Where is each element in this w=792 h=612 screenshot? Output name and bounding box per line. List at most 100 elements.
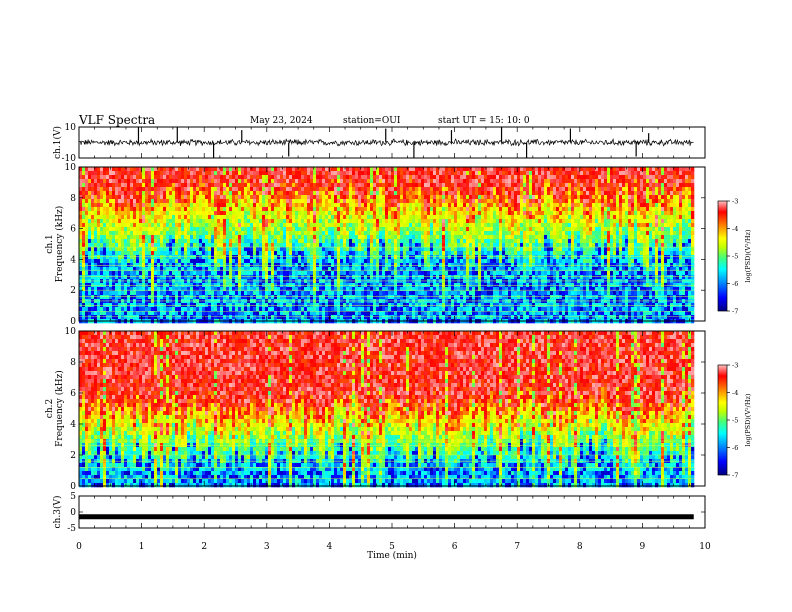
ch1-spectrogram-cell [199, 315, 203, 320]
ch1-spectrogram-cell [439, 251, 443, 256]
ch1-spectrogram-cell [418, 251, 422, 256]
ch1-spectrogram-cell [427, 259, 431, 264]
ch1-spectrogram-cell [112, 263, 116, 268]
ch1-spectrogram-cell [94, 227, 98, 232]
ch1-spectrogram-cell [430, 243, 434, 248]
ch1-spectrogram-cell [283, 175, 287, 180]
ch1-spectrogram-cell [415, 175, 419, 180]
ch1-spectrogram-cell [298, 235, 302, 240]
ch1-spectrogram-cell [385, 251, 389, 256]
ch1-spectrogram-cell [289, 183, 293, 188]
ch1-spectrogram-cell [352, 187, 356, 192]
ch1-spectrogram-cell [139, 227, 143, 232]
ch1-spectrogram-cell [442, 287, 446, 292]
ch1-spectrogram-cell [451, 259, 455, 264]
ch1-spectrogram-cell [316, 199, 320, 204]
ch1-spectrogram-cell [190, 267, 194, 272]
ch1-spectrogram-cell [337, 287, 341, 292]
ch1-spectrogram-cell [184, 199, 188, 204]
ch1-spectrogram-cell [298, 295, 302, 300]
ch1-spectrogram-cell [364, 231, 368, 236]
ch1-spectrogram-cell [385, 183, 389, 188]
ch1-spectrogram-cell [160, 251, 164, 256]
ch1-spectrogram-cell [220, 303, 224, 308]
ch1-spectrogram-cell [364, 167, 368, 172]
ch1-spectrogram-cell [253, 243, 257, 248]
ch1-spectrogram-cell [346, 219, 350, 224]
ch1-spectrogram-cell [397, 187, 401, 192]
ch1-spectrogram-cell [250, 227, 254, 232]
ch1-spectrogram-cell [265, 175, 269, 180]
ch1-spectrogram-cell [295, 263, 299, 268]
ch1-spectrogram-cell [205, 195, 209, 200]
ch1-spectrogram-cell [373, 179, 377, 184]
ch1-spectrogram-cell [118, 251, 122, 256]
ch1-spectrogram-cell [211, 195, 215, 200]
ch1-spectrogram-cell [343, 259, 347, 264]
ch1-spectrogram-cell [220, 215, 224, 220]
ch1-spectrogram-cell [430, 259, 434, 264]
ch1-spectrogram-cell [379, 295, 383, 300]
ch1-spectrogram-cell [169, 191, 173, 196]
ch1-spectrogram-cell [97, 303, 101, 308]
ch1-spectrogram-cell [199, 215, 203, 220]
ch1-spectrogram-cell [451, 255, 455, 260]
ch1-spectrogram-cell [445, 291, 449, 296]
ch1-spectrogram-cell [160, 175, 164, 180]
ch1-spectrogram-cell [283, 199, 287, 204]
ch1-spectrogram-cell [457, 207, 461, 212]
ch1-spectrogram-cell [160, 271, 164, 276]
ch1-spectrogram-cell [154, 187, 158, 192]
ch1-spectrogram-cell [145, 271, 149, 276]
ch1-spectrogram-cell [445, 263, 449, 268]
ch1-spectrogram-cell [289, 195, 293, 200]
ch1-spectrogram-cell [430, 227, 434, 232]
ch1-spectrogram-cell [295, 291, 299, 296]
ch1-spectrogram-cell [82, 263, 86, 268]
ch1-spectrogram-cell [118, 223, 122, 228]
ch1-spectrogram-cell [382, 275, 386, 280]
ch1-spectrogram-cell [187, 271, 191, 276]
ch1-spectrogram-cell [79, 187, 83, 192]
ch1-spectrogram-cell [127, 271, 131, 276]
ch1-spectrogram-cell [172, 199, 176, 204]
ch1-spectrogram-cell [313, 167, 317, 172]
ch1-spectrogram-cell [283, 203, 287, 208]
ch1-spectrogram-cell [343, 311, 347, 316]
ch1-spectrogram-cell [364, 255, 368, 260]
ch1-spectrogram-cell [418, 183, 422, 188]
ch1-spectrogram-cell [151, 239, 155, 244]
ch1-spectrogram-cell [400, 195, 404, 200]
ch1-spectrogram-cell [286, 167, 290, 172]
ch1-spectrogram-cell [214, 227, 218, 232]
ch1-spectrogram-cell [418, 191, 422, 196]
ch1-spectrogram-cell [409, 283, 413, 288]
ch1-spectrogram-cell [175, 235, 179, 240]
ch1-spectrogram-cell [250, 303, 254, 308]
ch1-spectrogram-cell [139, 199, 143, 204]
ch1-spectrogram-cell [376, 287, 380, 292]
ch1-spectrogram-cell [250, 251, 254, 256]
ch1-spectrogram-cell [391, 315, 395, 320]
ch1-spectrogram-cell [163, 175, 167, 180]
ch1-spectrogram-cell [409, 287, 413, 292]
ch1-spectrogram-cell [202, 211, 206, 216]
ch1-spectrogram-cell [343, 239, 347, 244]
ch1-spectrogram-cell [343, 263, 347, 268]
ch1-spectrogram-cell [88, 195, 92, 200]
ch1-spectrogram-cell [271, 171, 275, 176]
ch1-spectrogram-cell [157, 307, 161, 312]
ch1-spectrogram-cell [172, 203, 176, 208]
ch1-spectrogram-cell [439, 307, 443, 312]
ch1-spectrogram-cell [388, 239, 392, 244]
ch1-spectrogram-cell [148, 311, 152, 316]
ch1-spectrogram-cell [445, 235, 449, 240]
ch1-spectrogram-cell [190, 239, 194, 244]
ch1-spectrogram-cell [154, 271, 158, 276]
ch1-spectrogram-cell [217, 179, 221, 184]
ch1-spectrogram-cell [244, 243, 248, 248]
ch1-spectrogram-cell [265, 259, 269, 264]
ch1-spectrogram-cell [295, 243, 299, 248]
ch1-spectrogram-cell [373, 243, 377, 248]
ch1-spectrogram-cell [412, 259, 416, 264]
